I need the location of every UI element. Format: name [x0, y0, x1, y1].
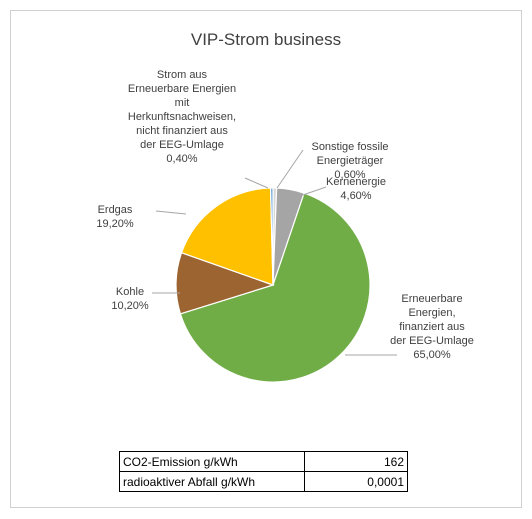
value-label: 10,20% — [111, 300, 149, 312]
table-row: CO2-Emission g/kWh 162 — [119, 451, 408, 472]
info-table: CO2-Emission g/kWh 162 radioaktiver Abfal… — [119, 451, 408, 492]
slice-label: Erneuerbare Energien, finanziert aus der… — [390, 292, 474, 362]
leader-line — [155, 210, 187, 215]
table-cell: CO2-Emission g/kWh — [119, 451, 305, 472]
table-row: radioaktiver Abfall g/kWh 0,0001 — [119, 471, 408, 492]
category-label: Erdgas — [97, 204, 133, 216]
pie-slice — [179, 192, 371, 383]
table-cell: radioaktiver Abfall g/kWh — [119, 471, 305, 492]
value-label: 19,20% — [96, 218, 134, 230]
category-label: Sonstige fossile Energieträger — [311, 141, 389, 167]
value-label: 65,00% — [413, 349, 451, 361]
slice-label: Strom aus Erneuerbare Energien mit Herku… — [128, 68, 236, 166]
pie-slice — [269, 187, 274, 286]
value-label: 0,40% — [166, 153, 198, 165]
slice-label: Sonstige fossile Energieträger 0,60% — [311, 140, 388, 182]
slice-label: Kernenergie 4,60% — [326, 175, 386, 203]
category-label: Strom aus Erneuerbare Energien mit Herku… — [127, 69, 237, 151]
pie-slice — [180, 187, 274, 286]
category-label: Kohle — [115, 286, 145, 298]
leader-line — [299, 186, 327, 197]
category-label: Kernenergie — [326, 176, 386, 188]
value-label: 0,60% — [334, 169, 366, 181]
leader-line — [244, 177, 269, 189]
category-label: Erneuerbare Energien, finanziert aus der… — [390, 293, 474, 347]
value-label: 4,60% — [340, 190, 372, 202]
chart-title: VIP-Strom business — [190, 30, 342, 49]
slice-label: Kohle 10,20% — [111, 285, 148, 313]
table-cell: 162 — [304, 451, 408, 472]
slice-label: Erdgas 19,20% — [96, 203, 133, 231]
leader-line — [276, 149, 304, 189]
table-cell: 0,0001 — [304, 471, 408, 492]
